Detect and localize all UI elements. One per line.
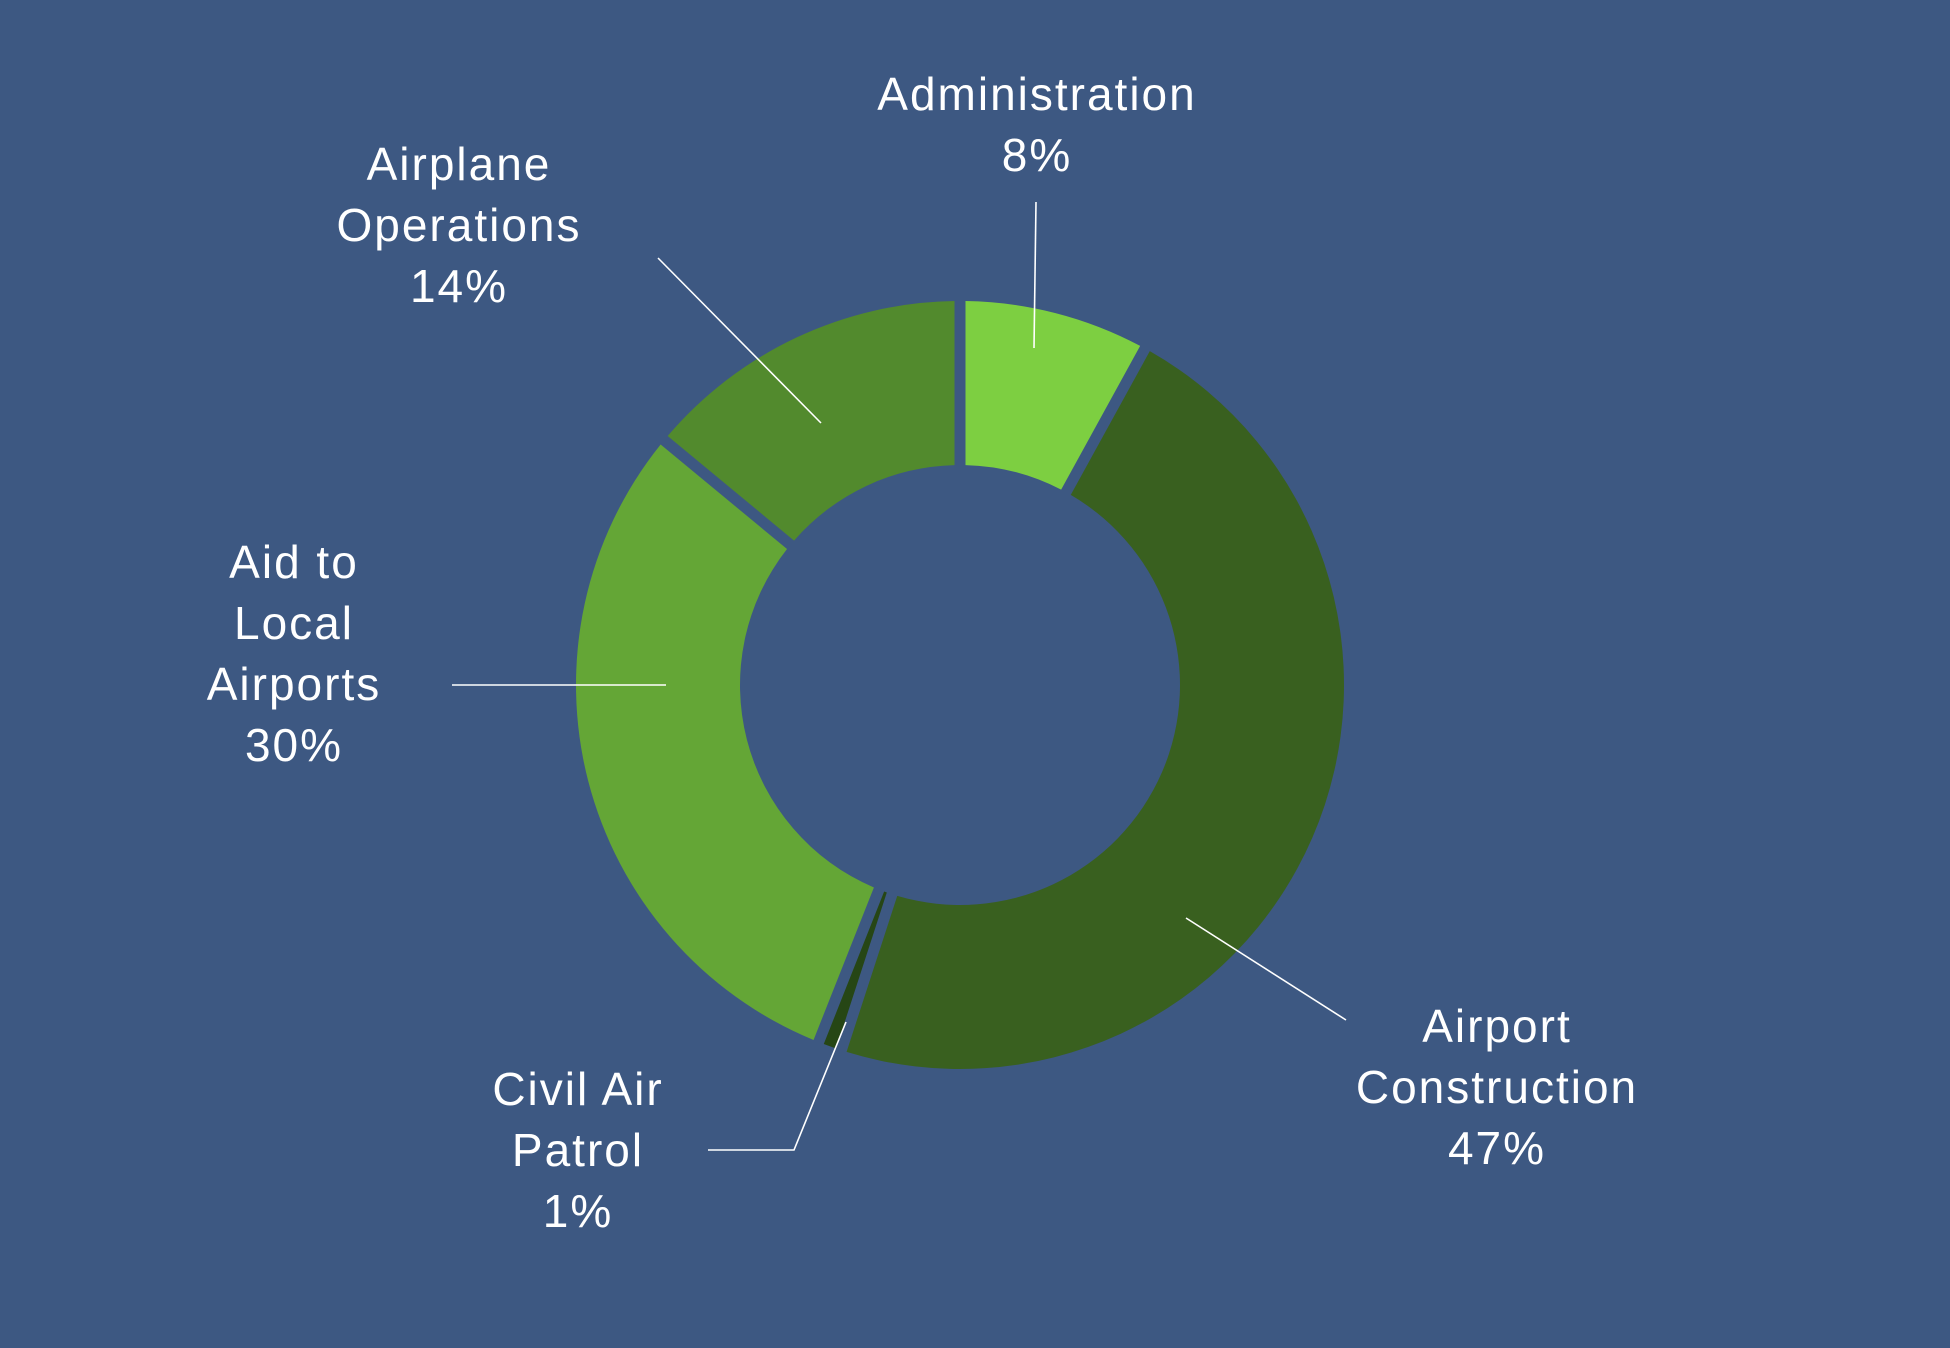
slice-label-line: Airport xyxy=(1422,1000,1571,1052)
leader-line-airplane-operations xyxy=(657,257,822,424)
leader-line-civil-air-patrol xyxy=(708,1021,847,1151)
slice-label-aid-to-local-airports: Aid to Local Airports 30% xyxy=(207,536,381,771)
slice-label-line: 8% xyxy=(1002,129,1072,181)
slice-label-line: 14% xyxy=(410,260,508,312)
slice-airport-construction xyxy=(846,351,1345,1070)
slice-label-line: Construction xyxy=(1356,1061,1638,1113)
slice-label-line: Operations xyxy=(336,199,581,251)
slice-aid-to-local-airports xyxy=(575,444,874,1040)
slice-airplane-operations xyxy=(667,301,955,541)
slice-administration xyxy=(965,301,1141,490)
slice-label-line: 30% xyxy=(245,719,343,771)
leader-line-administration xyxy=(1033,201,1037,349)
slice-label-airport-construction: Airport Construction 47% xyxy=(1356,1000,1638,1174)
leader-line-airport-construction xyxy=(1185,917,1347,1021)
slice-label-administration: Administration 8% xyxy=(877,68,1196,181)
slice-label-airplane-operations: Airplane Operations 14% xyxy=(336,138,581,312)
slice-label-line: Airports xyxy=(207,658,381,710)
slice-label-line: Civil Air xyxy=(492,1063,663,1115)
leader-lines xyxy=(452,201,1347,1151)
slice-label-line: Patrol xyxy=(512,1124,644,1176)
slice-civil-air-patrol xyxy=(823,891,887,1049)
slice-labels: Administration 8% Airport Construction 47% Ci… xyxy=(207,68,1638,1237)
slice-label-line: Aid to xyxy=(229,536,359,588)
slice-label-line: 1% xyxy=(543,1185,613,1237)
slice-label-line: Local xyxy=(234,597,354,649)
slice-label-civil-air-patrol: Civil Air Patrol 1% xyxy=(492,1063,663,1237)
slice-label-line: Airplane xyxy=(367,138,552,190)
slice-label-line: 47% xyxy=(1448,1122,1546,1174)
slice-label-line: Administration xyxy=(877,68,1196,120)
donut-slices xyxy=(575,301,1345,1070)
